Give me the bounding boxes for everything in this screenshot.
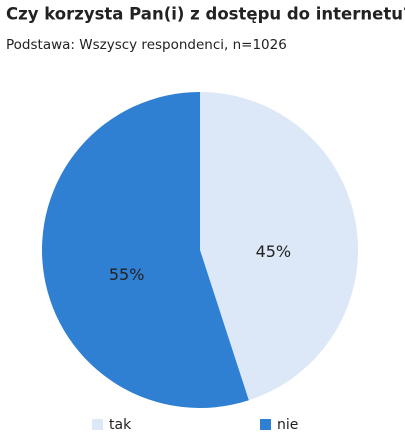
legend-label: nie	[277, 417, 298, 433]
legend-label: tak	[109, 417, 132, 433]
legend-swatch	[92, 419, 103, 430]
pie-slice	[42, 92, 249, 408]
data-label: 55%	[109, 265, 145, 284]
chart-title: Czy korzysta Pan(i) z dostępu do interne…	[6, 5, 405, 24]
pie-slice	[200, 91, 359, 401]
data-label: 45%	[256, 242, 292, 261]
legend-swatch	[260, 419, 271, 430]
chart-subtitle: Podstawa: Wszyscy respondenci, n=1026	[6, 37, 287, 53]
